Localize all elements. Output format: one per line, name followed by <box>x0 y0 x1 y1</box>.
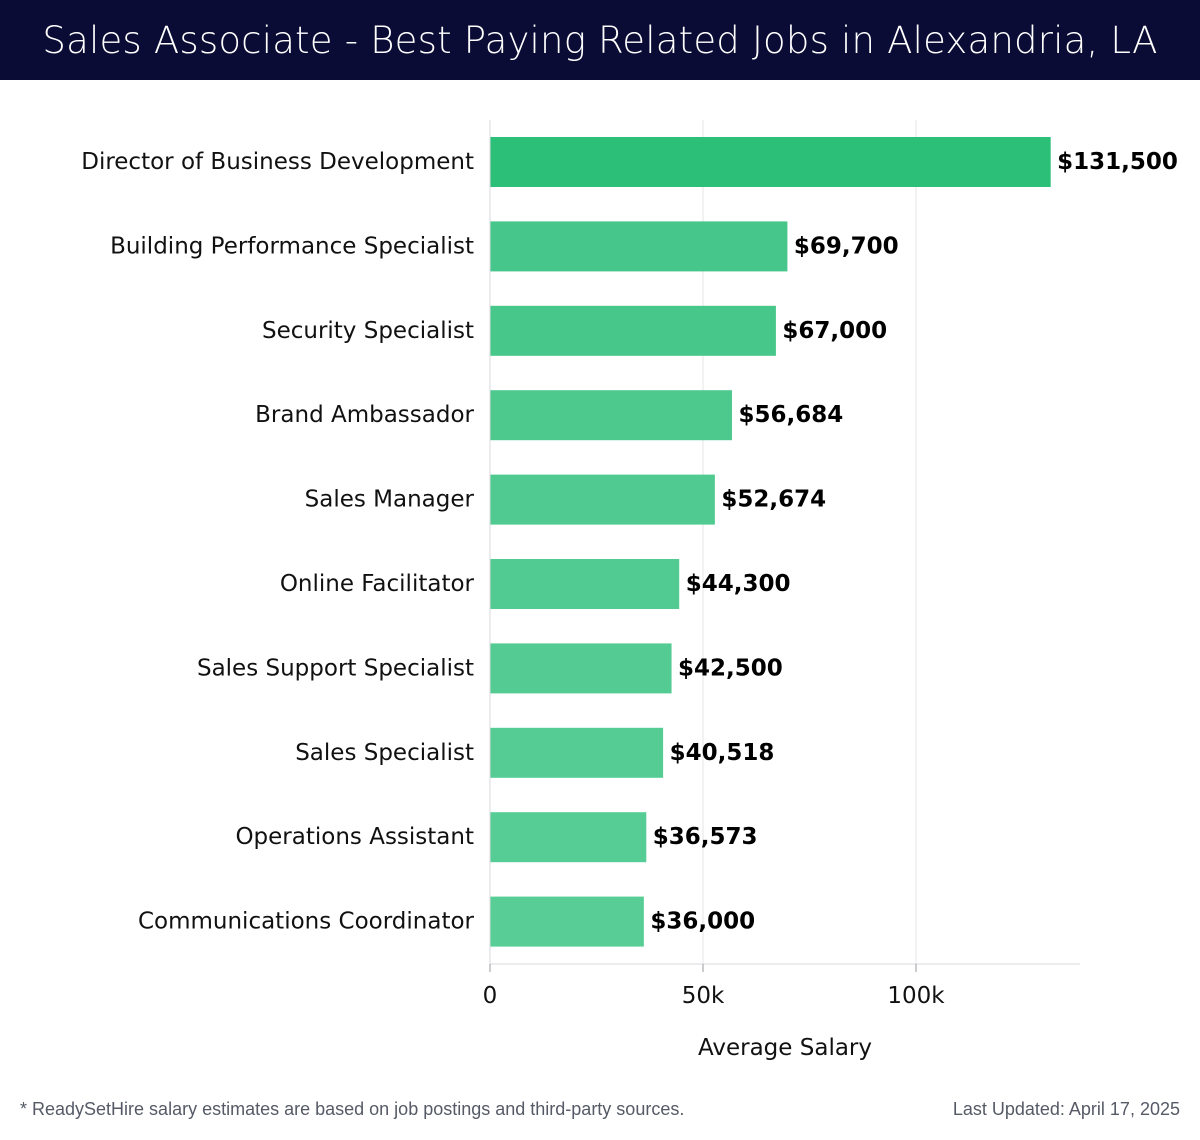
bar <box>490 812 647 863</box>
category-label: Communications Coordinator <box>138 909 475 935</box>
bar <box>490 474 715 525</box>
data-label: $36,573 <box>653 824 758 850</box>
data-label: $56,684 <box>738 402 843 428</box>
category-label: Brand Ambassador <box>255 402 474 428</box>
last-updated: Last Updated: April 17, 2025 <box>952 1099 1180 1119</box>
bar <box>490 559 680 609</box>
bar <box>490 727 664 778</box>
data-label: $40,518 <box>670 740 775 766</box>
bar <box>490 221 788 272</box>
bar <box>490 137 1051 187</box>
data-label: $42,500 <box>678 655 783 681</box>
x-tick-label: 0 <box>483 983 498 1009</box>
category-label: Sales Manager <box>305 487 475 513</box>
data-label: $69,700 <box>794 233 899 259</box>
data-label: $67,000 <box>782 318 887 344</box>
bar <box>490 305 776 356</box>
category-label: Sales Specialist <box>295 740 474 766</box>
bar <box>490 896 644 947</box>
page-title: Sales Associate - Best Paying Related Jo… <box>42 18 1158 62</box>
footer-note: * ReadySetHire salary estimates are base… <box>20 1099 685 1119</box>
category-label: Operations Assistant <box>235 824 474 850</box>
data-label: $52,674 <box>721 487 826 513</box>
category-label: Director of Business Development <box>81 149 474 175</box>
category-label: Building Performance Specialist <box>110 233 474 259</box>
category-label: Security Specialist <box>262 318 474 344</box>
x-tick-label: 100k <box>887 983 945 1009</box>
data-label: $44,300 <box>686 571 791 597</box>
category-label: Sales Support Specialist <box>197 655 474 681</box>
page-header: Sales Associate - Best Paying Related Jo… <box>0 0 1200 80</box>
x-axis-title: Average Salary <box>698 1035 872 1061</box>
bar <box>490 643 672 694</box>
data-label: $36,000 <box>650 909 755 935</box>
category-label: Online Facilitator <box>280 571 475 597</box>
data-label: $131,500 <box>1057 149 1178 175</box>
bar <box>490 390 732 441</box>
x-tick-label: 50k <box>682 983 725 1009</box>
